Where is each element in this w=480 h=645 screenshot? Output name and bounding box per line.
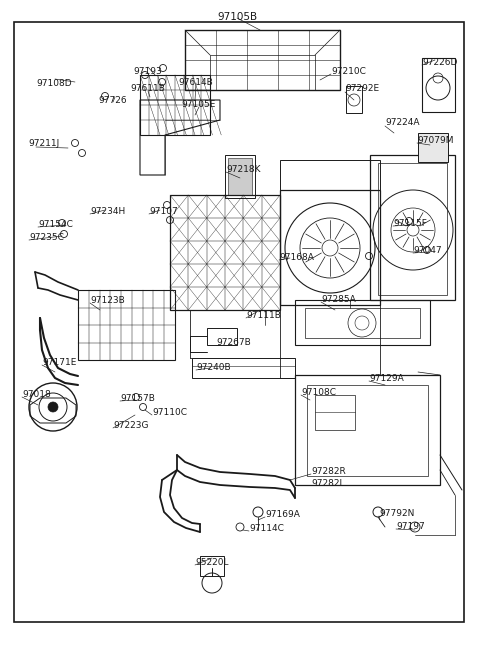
Text: 97282R: 97282R [311, 467, 346, 476]
Text: 97047: 97047 [413, 246, 442, 255]
Text: 97292E: 97292E [345, 84, 379, 93]
Text: 97210C: 97210C [331, 67, 366, 76]
Text: 97285A: 97285A [321, 295, 356, 304]
Text: 97108C: 97108C [301, 388, 336, 397]
Text: 97211J: 97211J [28, 139, 59, 148]
Text: 97110C: 97110C [152, 408, 187, 417]
Text: 97157B: 97157B [120, 394, 155, 403]
Text: 97107: 97107 [149, 207, 178, 216]
Text: 95220L: 95220L [195, 558, 228, 567]
Text: 97218K: 97218K [226, 165, 261, 174]
Polygon shape [228, 158, 252, 195]
Text: 97267B: 97267B [216, 338, 251, 347]
Text: 97115F: 97115F [393, 219, 427, 228]
Text: 97282L: 97282L [311, 479, 345, 488]
Text: 97154C: 97154C [38, 220, 73, 229]
Text: 97129A: 97129A [369, 374, 404, 383]
Text: 97108D: 97108D [36, 79, 72, 88]
Text: 97105B: 97105B [217, 12, 257, 22]
Text: 97226D: 97226D [422, 58, 457, 67]
Text: 97792N: 97792N [379, 509, 414, 518]
Text: 97171E: 97171E [42, 358, 76, 367]
Text: 97169A: 97169A [265, 510, 300, 519]
Text: 97111B: 97111B [246, 311, 281, 320]
Text: 97235C: 97235C [29, 233, 64, 242]
Text: 97193: 97193 [133, 67, 162, 76]
Text: 97197: 97197 [396, 522, 425, 531]
Text: 97614B: 97614B [179, 78, 214, 87]
Polygon shape [418, 133, 448, 162]
Text: 97223G: 97223G [113, 421, 148, 430]
Text: 97105E: 97105E [182, 100, 216, 109]
Bar [200, 556, 224, 576]
Text: 97079M: 97079M [417, 136, 454, 145]
Text: 97123B: 97123B [90, 296, 125, 305]
Text: 97234H: 97234H [90, 207, 125, 216]
Text: 97224A: 97224A [385, 118, 420, 127]
Text: 97168A: 97168A [279, 253, 314, 262]
Text: 97726: 97726 [99, 96, 127, 105]
Text: 97240B: 97240B [196, 363, 230, 372]
Text: 97114C: 97114C [249, 524, 284, 533]
Text: 97611B: 97611B [131, 84, 166, 93]
Circle shape [48, 402, 58, 412]
Text: 97018: 97018 [22, 390, 51, 399]
